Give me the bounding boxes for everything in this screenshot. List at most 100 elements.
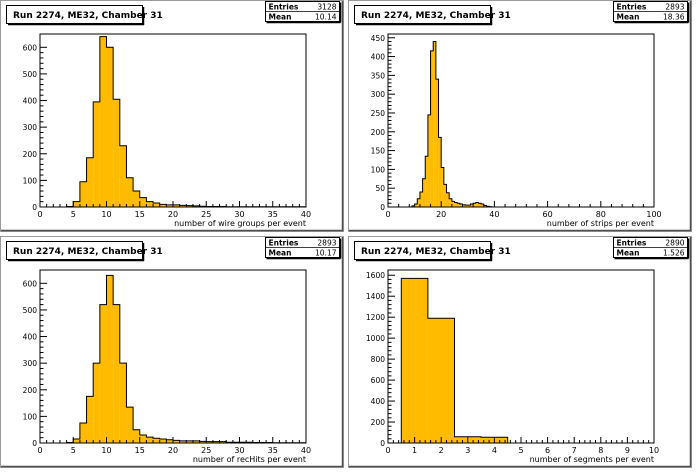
histogram-outline <box>411 41 493 208</box>
histogram-bar <box>79 423 87 443</box>
histogram-bar <box>212 441 220 443</box>
histogram-bar <box>146 437 154 443</box>
stats-mean-value: 1.526 <box>663 249 685 258</box>
x-tick-label: 20 <box>168 210 178 219</box>
x-tick-label: 40 <box>489 210 499 219</box>
histogram-bar <box>99 304 107 443</box>
y-tick-label: 50 <box>375 184 385 193</box>
histogram-segments: 0 1 2 3 4 5 6 7 8 9 10 0 200 400 600 800 1000 1200 1400 160… <box>348 236 692 468</box>
histogram-bar <box>438 137 442 207</box>
histogram-bar <box>462 204 466 207</box>
histogram-rechits: 0 5 10 15 20 25 30 35 400100200300400500600numbe… <box>0 236 344 468</box>
histogram-bar <box>470 203 474 207</box>
y-tick-label: 100 <box>371 165 386 174</box>
x-tick-label: 30 <box>234 210 244 219</box>
x-tick-label: 8 <box>598 446 603 455</box>
y-tick-label: 250 <box>371 109 386 118</box>
histogram-bar <box>446 192 450 207</box>
y-tick-label: 150 <box>371 147 386 156</box>
histogram-bar <box>422 178 426 207</box>
stats-mean-value: 10.17 <box>315 249 337 258</box>
histogram-bar <box>133 191 140 207</box>
histogram-bar <box>173 440 180 443</box>
y-tick-label: 400 <box>23 97 38 106</box>
histogram-wire-groups: 0 5 10 15 20 25 30 35 400100200300400500600numbe… <box>0 0 344 232</box>
y-tick-label: 1600 <box>366 271 385 280</box>
x-tick-label: 100 <box>646 210 661 219</box>
histogram-bar <box>79 181 87 207</box>
y-tick-label: 0 <box>32 439 37 448</box>
histogram-panel-strips: 0 20 40 60 80 100 0 50 100 150 200 250 300 350 400 450 n… <box>348 0 692 232</box>
y-tick-label: 300 <box>23 359 38 368</box>
x-tick-label: 1 <box>412 446 417 455</box>
histogram-bar <box>119 363 127 443</box>
x-tick-label: 4 <box>492 446 497 455</box>
histogram-bar <box>427 114 431 207</box>
x-tick-label: 5 <box>71 446 76 455</box>
x-axis-title: number of segments per event <box>530 455 654 464</box>
x-tick-label: 25 <box>201 446 211 455</box>
histogram-bar <box>159 439 167 443</box>
x-tick-label: 0 <box>37 210 42 219</box>
histogram-bar <box>465 205 468 207</box>
y-tick-label: 0 <box>380 439 385 448</box>
x-tick-label: 10 <box>649 446 659 455</box>
x-tick-label: 10 <box>101 210 111 219</box>
histogram-bar <box>86 396 94 443</box>
chart-title: Run 2274, ME32, Chamber 31 <box>13 11 163 21</box>
histogram-bar <box>73 439 80 443</box>
x-tick-label: 10 <box>101 446 111 455</box>
x-tick-label: 15 <box>135 210 145 219</box>
histogram-panel-rechits: 0 5 10 15 20 25 30 35 40 0 100 200 300 400 500 600 numbe… <box>0 236 344 468</box>
histogram-bar <box>106 47 114 207</box>
stats-mean-value: 18.36 <box>663 13 685 22</box>
y-tick-label: 400 <box>371 397 386 406</box>
x-tick-label: 35 <box>268 210 278 219</box>
histogram-bar <box>159 204 167 207</box>
histogram-bar <box>459 203 463 207</box>
histogram-bar <box>166 204 173 207</box>
y-tick-label: 400 <box>371 53 386 62</box>
histogram-bar <box>186 205 193 207</box>
histogram-bar <box>192 205 200 207</box>
histogram-bar <box>414 203 418 207</box>
y-tick-label: 1200 <box>366 313 385 322</box>
title-box <box>6 5 143 24</box>
y-tick-label: 300 <box>371 90 386 99</box>
histogram-bar <box>454 202 458 207</box>
stats-mean-label: Mean <box>269 13 292 22</box>
stats-entries-value: 2893 <box>317 239 336 248</box>
chart-title: Run 2274, ME32, Chamber 31 <box>13 247 163 257</box>
stats-entries-label: Entries <box>269 239 299 248</box>
histogram-bar <box>133 429 140 443</box>
histogram-bar <box>126 407 134 443</box>
x-tick-label: 7 <box>572 446 577 455</box>
histogram-bar <box>153 203 160 207</box>
x-tick-label: 5 <box>71 210 76 219</box>
y-tick-label: 0 <box>32 203 37 212</box>
title-box <box>354 241 491 260</box>
histogram-panel-segments: 0 1 2 3 4 5 6 7 8 9 10 0 200 400 600 800 1000 1200 1400 160… <box>348 236 692 468</box>
histogram-bar <box>457 203 460 207</box>
histogram-bar <box>192 440 200 443</box>
histogram-bar <box>417 198 420 207</box>
x-tick-label: 60 <box>543 210 553 219</box>
x-tick-label: 20 <box>168 446 178 455</box>
stats-mean-label: Mean <box>269 249 292 258</box>
y-tick-label: 600 <box>23 43 38 52</box>
histogram-bar <box>481 203 484 207</box>
stats-entries-label: Entries <box>617 239 647 248</box>
x-tick-label: 9 <box>625 446 630 455</box>
x-tick-label: 25 <box>201 210 211 219</box>
y-tick-label: 100 <box>23 176 38 185</box>
histogram-bar <box>483 205 487 207</box>
histogram-bar <box>433 41 436 207</box>
histogram-bar <box>473 203 476 207</box>
histogram-bar <box>139 435 147 443</box>
histogram-bar <box>467 205 471 207</box>
y-tick-label: 1400 <box>366 292 385 301</box>
x-tick-label: 0 <box>37 446 42 455</box>
x-tick-label: 20 <box>436 210 446 219</box>
histogram-bar <box>401 278 428 443</box>
y-tick-label: 450 <box>371 34 386 43</box>
